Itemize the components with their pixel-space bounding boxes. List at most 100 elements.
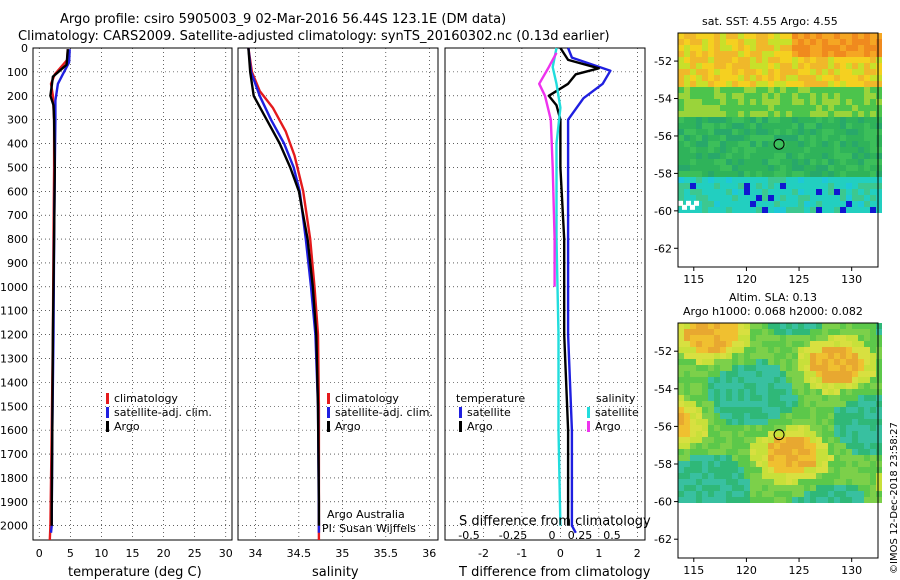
sla-map-cell <box>786 437 792 443</box>
sst-map-cell <box>720 57 726 63</box>
sst-map-cell <box>852 75 858 81</box>
sla-map-cell <box>816 455 822 461</box>
sst-map-cell <box>810 129 816 135</box>
sla-map-cell <box>870 371 876 377</box>
sst-map-cell <box>774 63 780 69</box>
sst-map-cell <box>762 147 768 153</box>
sst-map-cell <box>798 135 804 141</box>
sst-map-cell <box>720 51 726 57</box>
sla-map-cell <box>678 383 684 389</box>
sla-map-cell <box>780 479 786 485</box>
sst-map-cell <box>876 147 882 153</box>
sst-map-cell <box>852 117 858 123</box>
sst-map-cell <box>732 147 738 153</box>
depth-tick-label: 1300 <box>0 352 28 365</box>
sla-map-cell <box>876 485 882 491</box>
sst-map-cell <box>774 177 780 183</box>
sla-map-cell <box>738 365 744 371</box>
sla-map-cell <box>816 341 822 347</box>
sst-map-cell <box>780 141 786 147</box>
sla-map-cell <box>870 347 876 353</box>
sla-map-cell <box>804 377 810 383</box>
sla-map-cell <box>792 479 798 485</box>
sla-map-cell <box>852 497 858 503</box>
salinity-difference-tick-label: 0.25 <box>568 529 593 542</box>
depth-tick-label: 700 <box>7 209 28 222</box>
sst-map-cell <box>786 165 792 171</box>
sst-map-cell <box>702 105 708 111</box>
sst-map-cell <box>738 75 744 81</box>
sla-map-cell <box>786 407 792 413</box>
sst-map-cell <box>822 201 828 207</box>
sst-map-cell <box>828 57 834 63</box>
sst-map-cell <box>726 45 732 51</box>
sst-map-cell <box>810 51 816 57</box>
sla-map-cell <box>834 401 840 407</box>
sla-map-cell <box>786 413 792 419</box>
sla-map-cell <box>816 473 822 479</box>
sst-map-cell <box>828 39 834 45</box>
sst-map-cell <box>678 111 684 117</box>
sst-map-cell <box>804 159 810 165</box>
sla-map-cell <box>822 335 828 341</box>
sst-lat-tick-label: -58 <box>654 167 672 180</box>
sst-map-cell <box>852 111 858 117</box>
sla-map-cell <box>852 491 858 497</box>
sst-map-cell <box>864 141 870 147</box>
sst-map-cell <box>762 177 768 183</box>
sst-map-cell <box>750 39 756 45</box>
sla-map-cell <box>768 431 774 437</box>
sla-map-cell <box>846 377 852 383</box>
sst-map-cell <box>738 123 744 129</box>
sst-map-cell <box>762 45 768 51</box>
sla-map-cell <box>852 461 858 467</box>
sla-map-cell <box>804 341 810 347</box>
sst-map-cell <box>744 75 750 81</box>
sla-map-cell <box>780 473 786 479</box>
sst-map-cell <box>780 171 786 177</box>
sla-map-cell <box>696 383 702 389</box>
sla-map-cell <box>678 425 684 431</box>
sst-map-cell <box>708 189 714 195</box>
sst-map-cell <box>840 165 846 171</box>
sst-map-cell <box>726 123 732 129</box>
sla-map-cell <box>846 413 852 419</box>
sst-map-cell <box>714 75 720 81</box>
sst-map-cell <box>852 81 858 87</box>
sst-map-cell <box>828 141 834 147</box>
sst-map-cell <box>744 45 750 51</box>
sla-map-cell <box>816 359 822 365</box>
sla-map-cell <box>678 497 684 503</box>
sst-map-cell <box>702 183 708 189</box>
sla-map-cell <box>720 347 726 353</box>
sst-map-cell <box>822 123 828 129</box>
sla-map-cell <box>684 419 690 425</box>
sst-map-cell <box>792 57 798 63</box>
sla-map-cell <box>780 431 786 437</box>
sst-map-cell <box>804 201 810 207</box>
sla-map-cell <box>768 407 774 413</box>
sla-map-cell <box>768 377 774 383</box>
sst-map-cell <box>864 183 870 189</box>
sst-map-cell <box>768 69 774 75</box>
sst-map-cell <box>696 129 702 135</box>
sla-map-cell <box>810 467 816 473</box>
sst-map-cell <box>744 171 750 177</box>
sst-map-cell <box>732 99 738 105</box>
sst-map-cell <box>786 177 792 183</box>
sst-map-cell <box>840 63 846 69</box>
sla-map-cell <box>864 407 870 413</box>
sla-map-cell <box>756 341 762 347</box>
sla-map-cell <box>834 497 840 503</box>
sst-map-cell <box>702 69 708 75</box>
sst-map-cell <box>750 183 756 189</box>
sla-map-cell <box>720 341 726 347</box>
sla-map-cell <box>702 443 708 449</box>
sla-map-cell <box>786 443 792 449</box>
sla-map-cell <box>792 335 798 341</box>
sla-map-cell <box>738 437 744 443</box>
sst-map-cell <box>684 153 690 159</box>
sst-map-cell <box>828 33 834 39</box>
sla-map-cell <box>732 389 738 395</box>
